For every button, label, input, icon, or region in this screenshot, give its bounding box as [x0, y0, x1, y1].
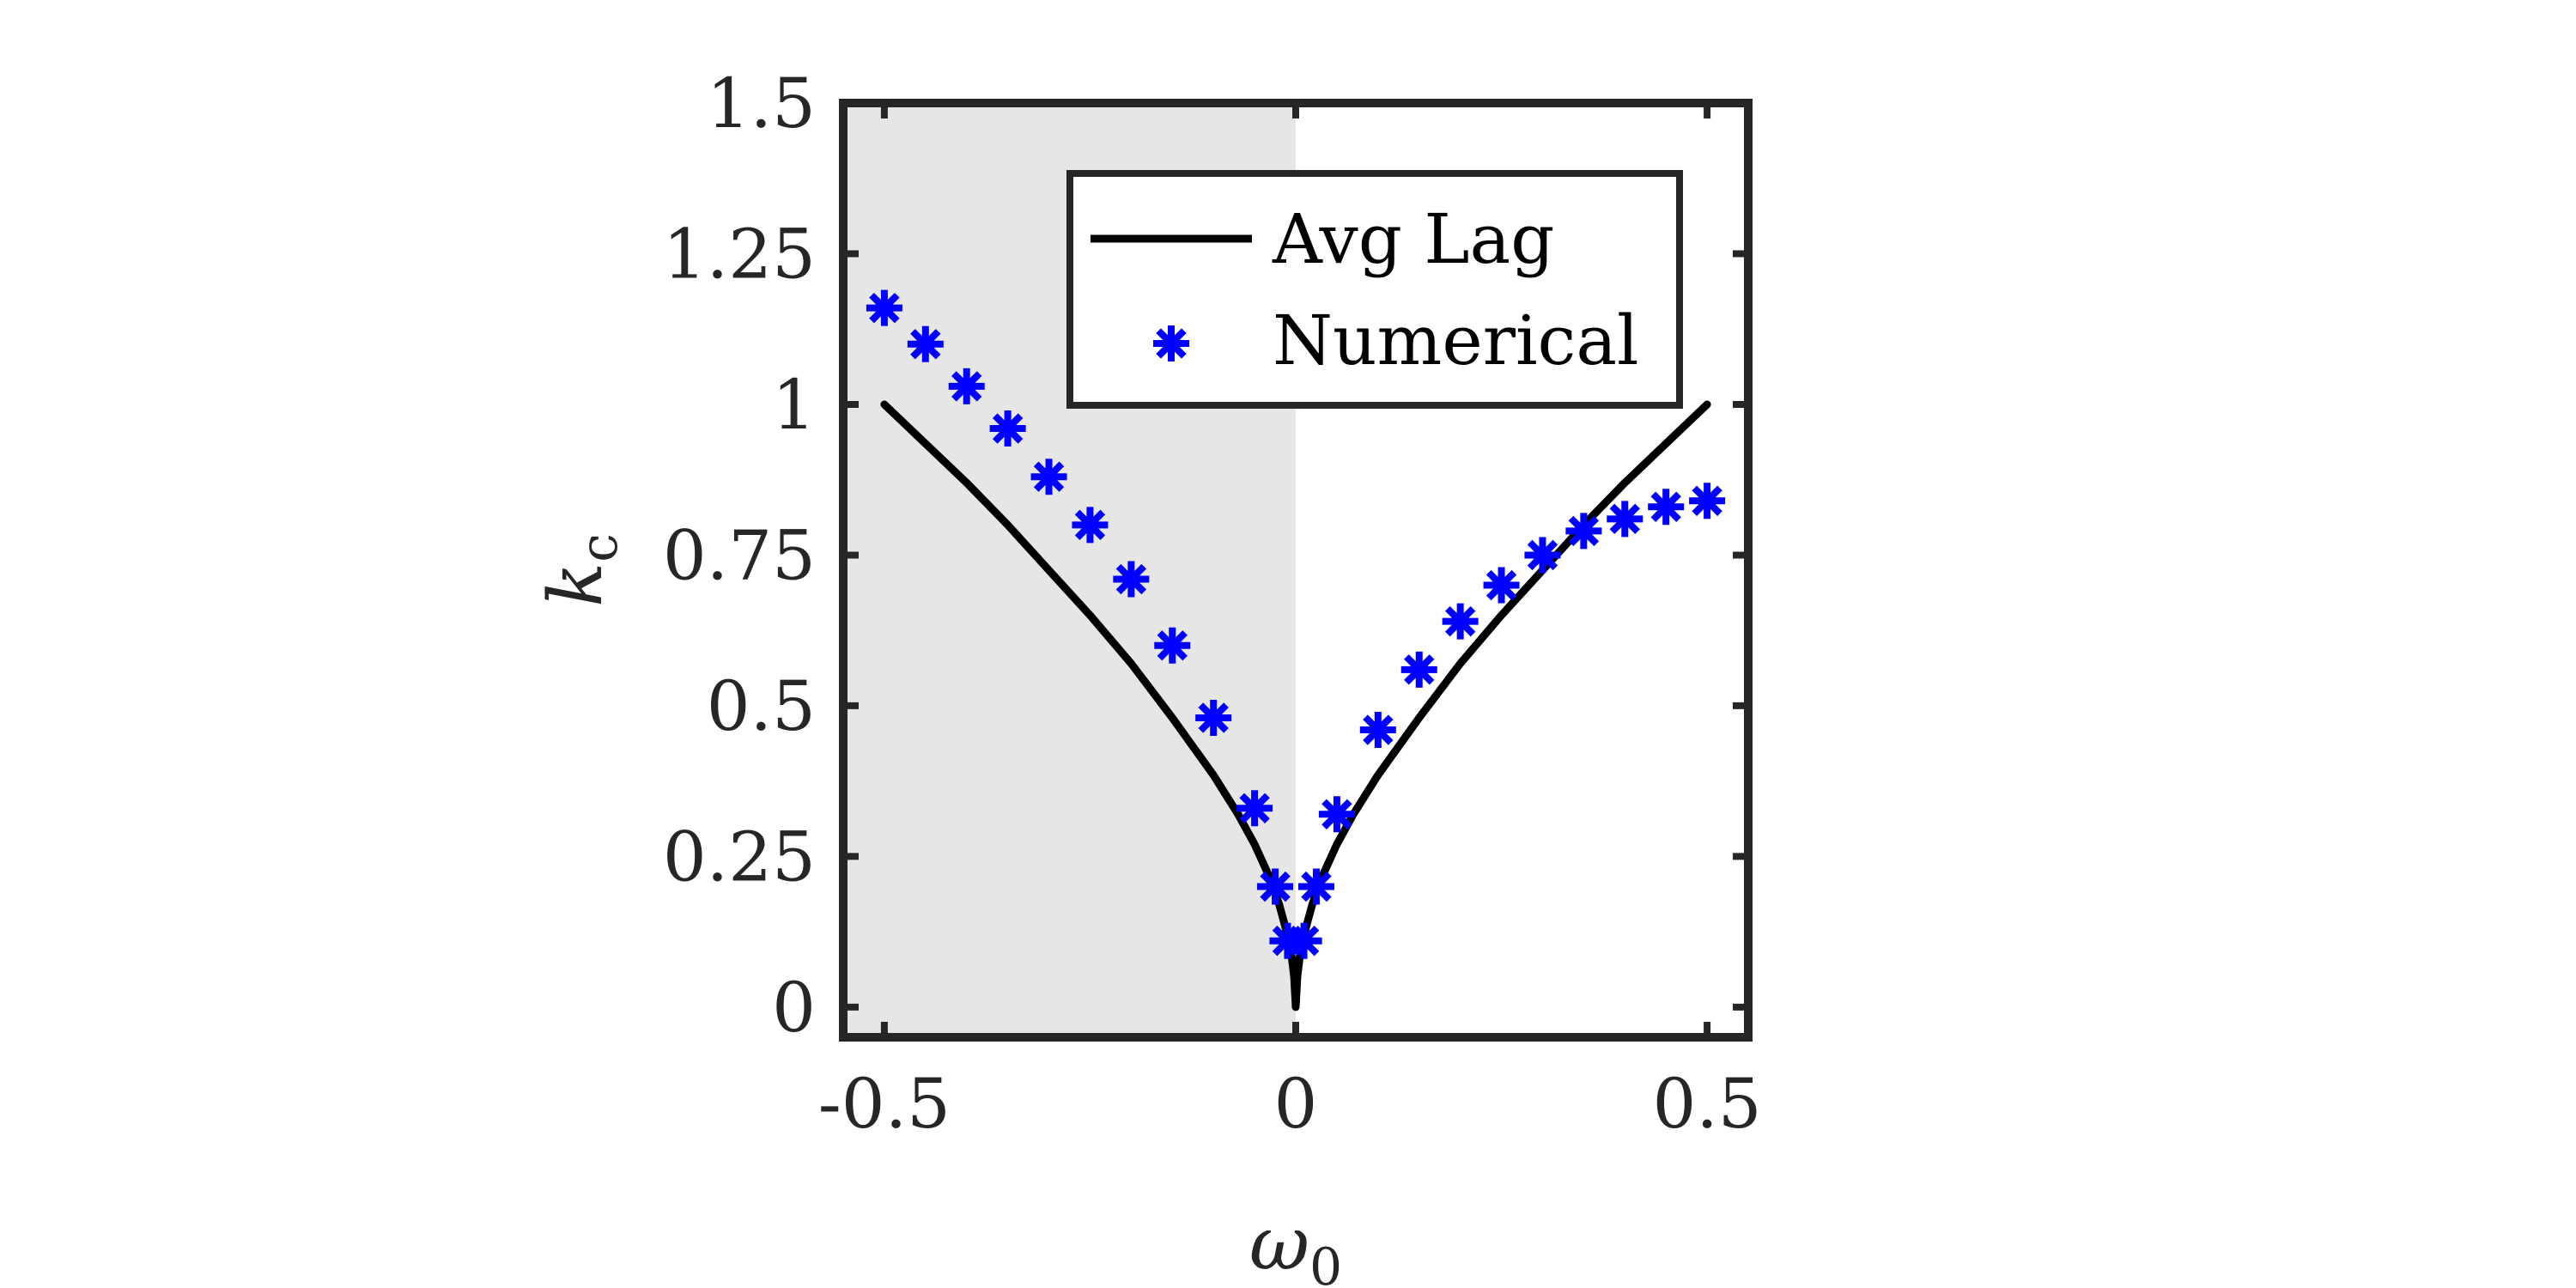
- marker-numerical: [1400, 651, 1437, 688]
- y-tick-label: 0.5: [707, 666, 816, 746]
- marker-numerical: [989, 410, 1026, 447]
- x-tick-label: 0: [1274, 1064, 1318, 1144]
- marker-numerical: [866, 289, 902, 326]
- marker-numerical: [1195, 699, 1232, 736]
- marker-numerical: [948, 368, 985, 404]
- marker-numerical: [1257, 868, 1294, 905]
- y-tick-label: 1.25: [663, 214, 816, 294]
- legend-marker-numerical: [1153, 325, 1189, 361]
- marker-numerical: [1483, 567, 1520, 604]
- y-tick-label: 0: [772, 968, 816, 1048]
- series-line-avg-lag: [880, 400, 1711, 1012]
- marker-numerical: [1524, 537, 1561, 574]
- y-tick-label: 0.25: [663, 817, 816, 896]
- legend-box: [1066, 170, 1683, 409]
- marker-numerical: [1318, 796, 1355, 833]
- legend-label-numerical: Numerical: [1273, 301, 1639, 380]
- marker-numerical: [1297, 868, 1334, 905]
- marker-numerical: [1689, 483, 1726, 519]
- marker-numerical: [1359, 712, 1396, 749]
- marker-numerical: [1442, 603, 1479, 640]
- x-tick-label: 0.5: [1652, 1064, 1761, 1144]
- marker-numerical: [1607, 501, 1643, 538]
- y-tick-label: 1: [772, 365, 816, 445]
- marker-numerical: [1285, 922, 1322, 959]
- marker-numerical: [1648, 489, 1685, 526]
- y-axis-label: kc: [533, 533, 629, 607]
- legend-label-avg-lag: Avg Lag: [1272, 199, 1554, 279]
- marker-numerical: [1236, 790, 1273, 827]
- marker-numerical: [1072, 507, 1109, 544]
- x-axis-label: ω0: [1249, 1201, 1342, 1288]
- axes-box: [839, 99, 1753, 1042]
- marker-numerical: [1030, 459, 1067, 495]
- y-tick-label: 1.5: [707, 64, 816, 143]
- x-tick-label: -0.5: [818, 1064, 951, 1144]
- legend: Avg Lag Numerical: [1066, 170, 1683, 409]
- marker-numerical: [1113, 561, 1150, 598]
- marker-numerical: [1565, 513, 1602, 550]
- marker-numerical: [1154, 627, 1191, 664]
- marker-numerical: [907, 325, 944, 362]
- y-tick-label: 0.75: [663, 515, 816, 595]
- legend-marker-swatch: [1153, 325, 1189, 361]
- series-markers-numerical: [866, 289, 1726, 959]
